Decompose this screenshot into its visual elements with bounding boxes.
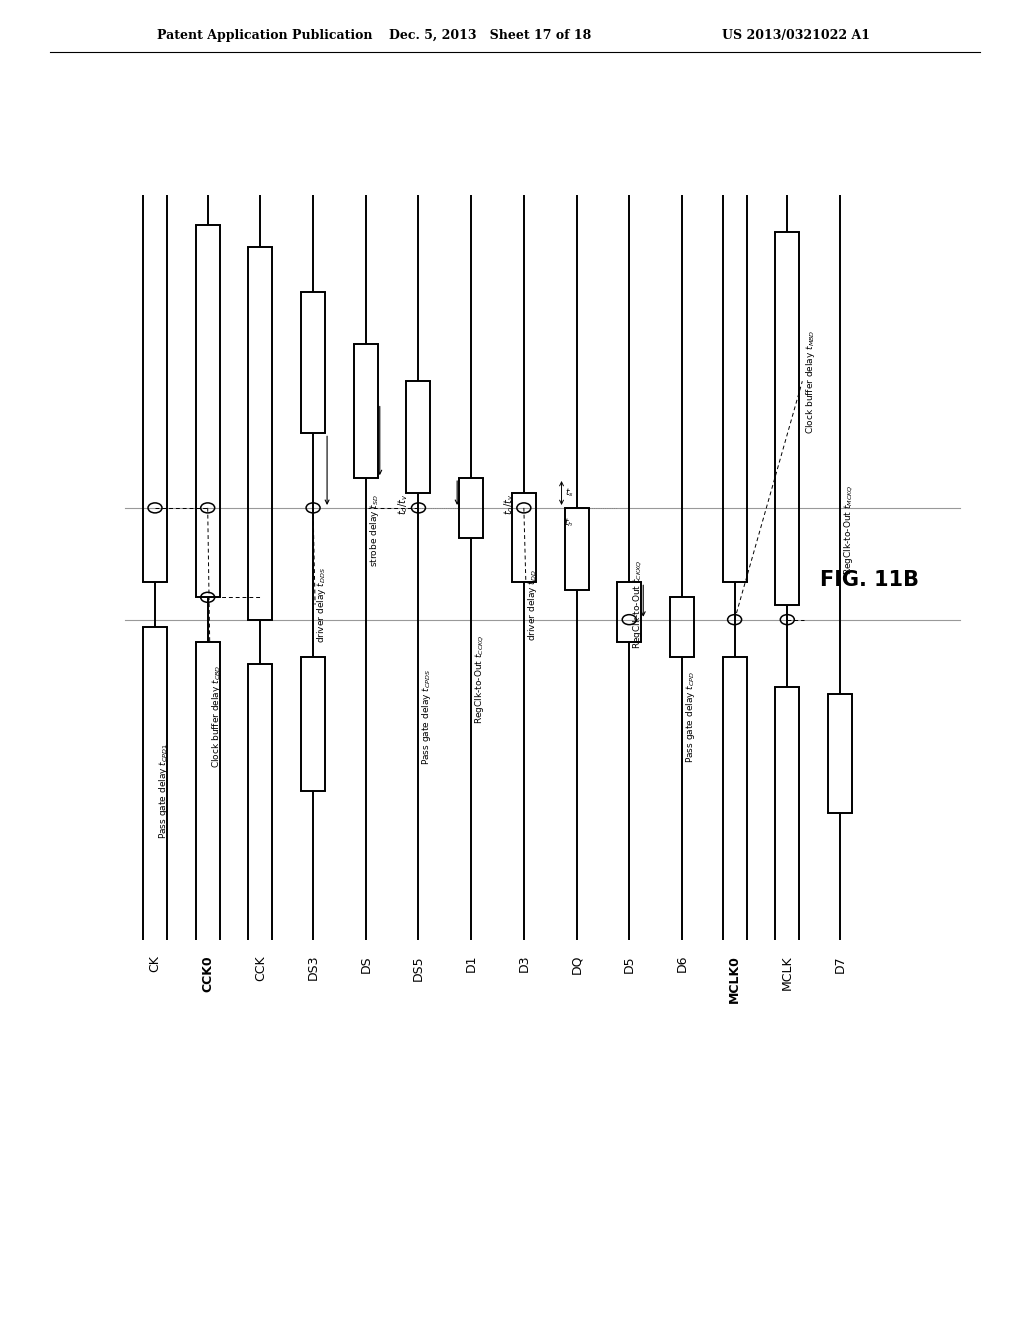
Text: $t_h$: $t_h$ [564, 516, 573, 529]
Text: D7: D7 [834, 954, 847, 973]
Text: Clock buffer delay $t_{MBD}$: Clock buffer delay $t_{MBD}$ [804, 329, 817, 433]
Text: D6: D6 [676, 954, 688, 973]
Text: $t_o/t_v$: $t_o/t_v$ [502, 494, 516, 515]
Text: US 2013/0321022 A1: US 2013/0321022 A1 [722, 29, 870, 41]
Text: Clock buffer delay $t_{CBD}$: Clock buffer delay $t_{CBD}$ [210, 665, 222, 768]
Text: DS5: DS5 [412, 954, 425, 981]
Text: D3: D3 [517, 954, 530, 973]
Text: RegClk-to-Out $t_{MCKQ}$: RegClk-to-Out $t_{MCKQ}$ [842, 484, 855, 576]
Text: D5: D5 [623, 954, 636, 973]
Text: Pass gate delay $t_{CPD}$: Pass gate delay $t_{CPD}$ [684, 671, 697, 763]
Text: DS3: DS3 [306, 954, 319, 981]
Text: RegClk-to-Out $t_{CCKQ}$: RegClk-to-Out $t_{CCKQ}$ [473, 635, 486, 723]
Text: Pass gate delay $t_{CPDS}$: Pass gate delay $t_{CPDS}$ [421, 668, 433, 764]
Text: driver delay $t_{DDS}$: driver delay $t_{DDS}$ [315, 566, 328, 643]
Text: $t_o/t_v$: $t_o/t_v$ [396, 494, 411, 515]
Text: CCK: CCK [254, 954, 267, 981]
Text: driver delay $t_{DD}$: driver delay $t_{DD}$ [526, 569, 539, 640]
Text: CK: CK [148, 954, 162, 972]
Text: MCLK0: MCLK0 [728, 954, 741, 1003]
Text: $t_s$: $t_s$ [565, 487, 573, 499]
Text: RegClk-to-Out $t_{CKXQ}$: RegClk-to-Out $t_{CKXQ}$ [631, 560, 644, 649]
Text: Pass gate delay $t_{CPD1}$: Pass gate delay $t_{CPD1}$ [157, 743, 170, 840]
Text: CCK0: CCK0 [201, 954, 214, 991]
Text: D1: D1 [465, 954, 477, 973]
Text: DS: DS [359, 954, 373, 973]
Text: MCLK: MCLK [781, 954, 794, 990]
Text: strobe delay $t_{SD}$: strobe delay $t_{SD}$ [368, 494, 381, 566]
Text: DQ: DQ [570, 954, 583, 974]
Text: FIG. 11B: FIG. 11B [820, 570, 920, 590]
Text: Dec. 5, 2013   Sheet 17 of 18: Dec. 5, 2013 Sheet 17 of 18 [389, 29, 591, 41]
Text: Patent Application Publication: Patent Application Publication [157, 29, 373, 41]
